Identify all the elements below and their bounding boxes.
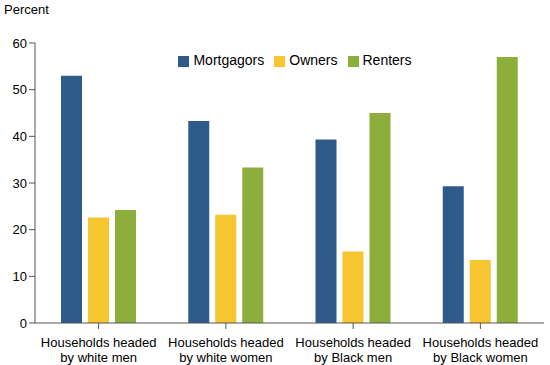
html-text:Renters: Renters — [362, 52, 412, 68]
svg-text:10: 10 — [13, 269, 27, 284]
svg-text:60: 60 — [13, 36, 27, 51]
svg-text:Households headedby Black men: Households headedby Black men — [295, 335, 411, 365]
svg-text:Households headedby Black wome: Households headedby Black women — [423, 335, 539, 365]
html-text:Owners: Owners — [289, 52, 338, 68]
html-text:Percent: Percent — [4, 2, 49, 17]
svg-text:40: 40 — [13, 129, 27, 144]
svg-text:Households headedby white wome: Households headedby white women — [168, 335, 284, 365]
html-text:Mortgagors: Mortgagors — [193, 52, 265, 68]
svg-text:50: 50 — [13, 82, 27, 97]
svg-text:Households headedby white men: Households headedby white men — [41, 335, 157, 365]
svg-text:30: 30 — [13, 176, 27, 191]
svg-text:0: 0 — [20, 316, 27, 331]
svg-text:20: 20 — [13, 222, 27, 237]
